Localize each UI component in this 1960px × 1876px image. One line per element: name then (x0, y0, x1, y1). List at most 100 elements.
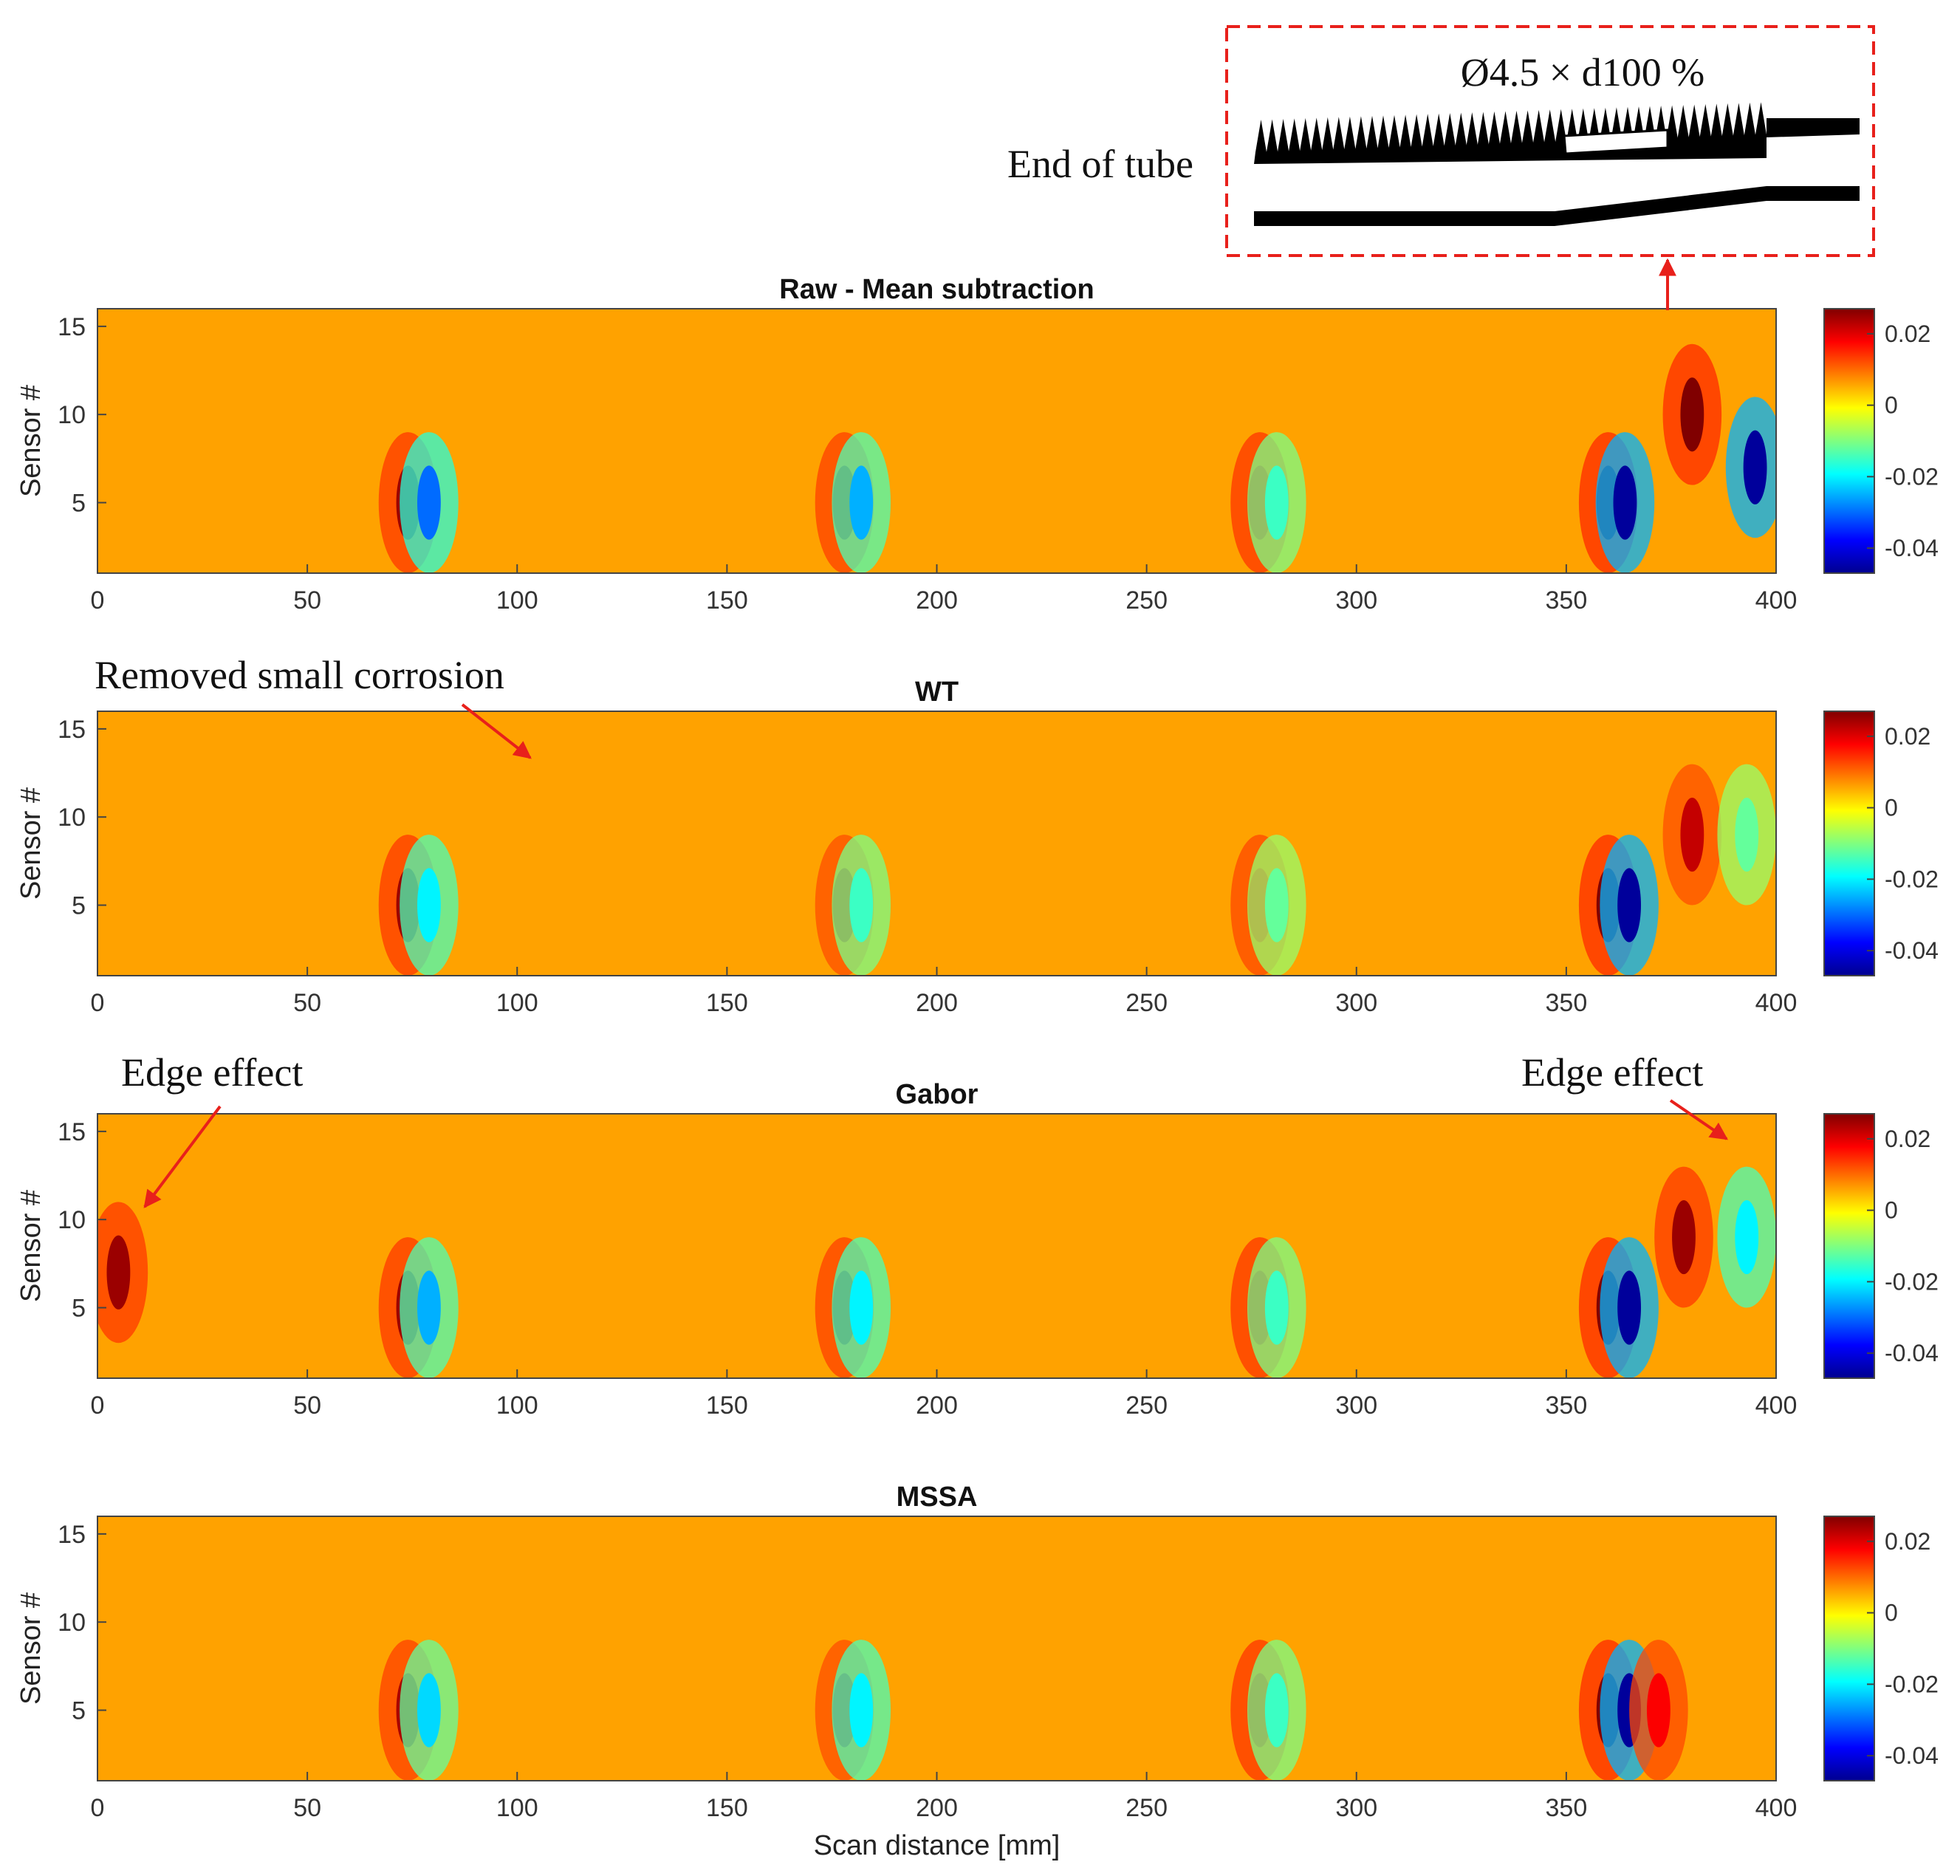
defect-slot (1563, 129, 1669, 155)
removed-small-corrosion-label: Removed small corrosion (95, 653, 504, 697)
x-tick-label: 0 (91, 1794, 105, 1822)
x-tick-label: 150 (706, 1794, 748, 1822)
x-tick-label: 350 (1546, 586, 1588, 615)
heatmap-feature (849, 1270, 874, 1345)
x-tick-label: 350 (1546, 1794, 1588, 1822)
heatmap-features (378, 1640, 1688, 1781)
heatmap-feature (849, 868, 874, 942)
colorbar-tick-label: 0 (1885, 1197, 1898, 1224)
colorbar-tick-label: -0.04 (1885, 937, 1939, 964)
colorbar-tick-label: -0.04 (1885, 1340, 1939, 1366)
edge-effect-right-label: Edge effect (1521, 1050, 1703, 1095)
colorbar-tick-label: 0.02 (1885, 321, 1930, 347)
heatmap-feature (1613, 465, 1637, 540)
y-tick-label: 15 (58, 1118, 86, 1146)
y-axis-label: Sensor # (16, 385, 47, 497)
x-tick-label: 250 (1125, 586, 1168, 615)
x-tick-label: 250 (1125, 1391, 1168, 1420)
heatmap-features (378, 764, 1776, 976)
colorbar-tick-label: 0 (1885, 1600, 1898, 1626)
y-axis-label: Sensor # (16, 787, 47, 900)
panel-title: Raw - Mean subtraction (779, 274, 1094, 305)
colorbar-tick-label: 0 (1885, 392, 1898, 419)
panel-title: MSSA (897, 1482, 978, 1513)
edge-effect-right-arrow (1669, 1099, 1728, 1140)
tube-end-inset: Ø4.5 × d100 % (1225, 25, 1875, 257)
heatmap-feature (1264, 1270, 1289, 1345)
x-tick-label: 50 (293, 586, 321, 615)
x-axis-label: Scan distance [mm] (814, 1830, 1060, 1861)
heatmap-feature (849, 465, 874, 540)
y-tick-label: 10 (58, 804, 86, 832)
heatmap-features (378, 343, 1776, 573)
x-tick-label: 200 (916, 989, 958, 1017)
y-tick-label: 15 (58, 313, 86, 341)
heatmap-feature (1743, 430, 1767, 504)
heatmap-feature (1646, 1673, 1671, 1747)
y-tick-label: 15 (58, 1521, 86, 1549)
y-tick-label: 15 (58, 716, 86, 744)
y-tick-label: 5 (72, 490, 86, 518)
x-tick-label: 50 (293, 1391, 321, 1420)
colorbar-gradient (1823, 308, 1875, 574)
x-tick-label: 250 (1125, 989, 1168, 1017)
x-tick-label: 200 (916, 1794, 958, 1822)
removed-corrosion-arrow (461, 703, 532, 759)
y-tick-label: 5 (72, 1697, 86, 1725)
heatmap-panel-4: 0 50 100 150 200 250 300 350 400 5 10 15 MSSA Sensor … (16, 1482, 1939, 1861)
x-tick-label: 0 (91, 1391, 105, 1420)
colorbar-gradient (1823, 711, 1875, 976)
colorbar: 0.02 0 -0.02 -0.04 (1823, 1113, 1939, 1379)
heatmap-feature (1680, 377, 1704, 452)
colorbar-tick-label: -0.02 (1885, 1671, 1939, 1697)
y-tick-label: 10 (58, 1206, 86, 1234)
y-tick-label: 10 (58, 401, 86, 429)
panel-title: Gabor (896, 1079, 979, 1110)
x-tick-label: 200 (916, 586, 958, 615)
colorbar-tick-label: -0.04 (1885, 1742, 1939, 1769)
x-tick-label: 100 (496, 1794, 538, 1822)
heatmap-feature (1672, 1199, 1696, 1275)
panel-title: WT (915, 677, 959, 708)
colorbar: 0.02 0 -0.02 -0.04 (1823, 711, 1939, 976)
heatmap-background (97, 711, 1776, 976)
colorbar: 0.02 0 -0.02 -0.04 (1823, 308, 1939, 574)
colorbar-tick-label: -0.04 (1885, 535, 1939, 561)
y-axis-label: Sensor # (16, 1592, 47, 1705)
edge-effect-left-arrow (143, 1105, 222, 1208)
y-tick-label: 10 (58, 1609, 86, 1637)
tube-drawing (1254, 102, 1860, 226)
heatmap-feature (1264, 1673, 1289, 1747)
colorbar-tick-label: 0 (1885, 795, 1898, 821)
colorbar-tick-label: 0.02 (1885, 1126, 1930, 1152)
heatmap-feature (1680, 797, 1704, 872)
x-tick-label: 100 (496, 1391, 538, 1420)
x-tick-label: 250 (1125, 1794, 1168, 1822)
x-tick-label: 50 (293, 1794, 321, 1822)
heatmap-feature (417, 1673, 441, 1747)
colorbar-tick-label: -0.02 (1885, 463, 1939, 490)
x-tick-label: 400 (1755, 586, 1798, 615)
heatmap-panel-3: 0 50 100 150 200 250 300 350 400 5 10 15 Gabor Sensor… (16, 1079, 1939, 1420)
heatmap-features (97, 1166, 1776, 1378)
x-tick-label: 300 (1335, 586, 1377, 615)
x-tick-label: 350 (1546, 989, 1588, 1017)
colorbar-tick-label: -0.02 (1885, 866, 1939, 892)
heatmap-feature (417, 465, 441, 540)
x-tick-label: 400 (1755, 989, 1798, 1017)
x-tick-label: 150 (706, 989, 748, 1017)
heatmap-feature (417, 868, 441, 942)
y-tick-label: 5 (72, 892, 86, 920)
heatmap-panel-2: 0 50 100 150 200 250 300 350 400 5 10 15 WT Sensor # 0… (16, 677, 1939, 1017)
heatmap-feature (1735, 797, 1759, 872)
heatmap-feature (1617, 868, 1642, 942)
x-tick-label: 100 (496, 989, 538, 1017)
colorbar-tick-label: 0.02 (1885, 1528, 1930, 1555)
heatmap-feature (1264, 868, 1289, 942)
inset-label: Ø4.5 × d100 % (1461, 50, 1704, 95)
heatmap-feature (1617, 1270, 1642, 1345)
x-tick-label: 150 (706, 1391, 748, 1420)
colorbar-gradient (1823, 1516, 1875, 1781)
x-tick-label: 150 (706, 586, 748, 615)
